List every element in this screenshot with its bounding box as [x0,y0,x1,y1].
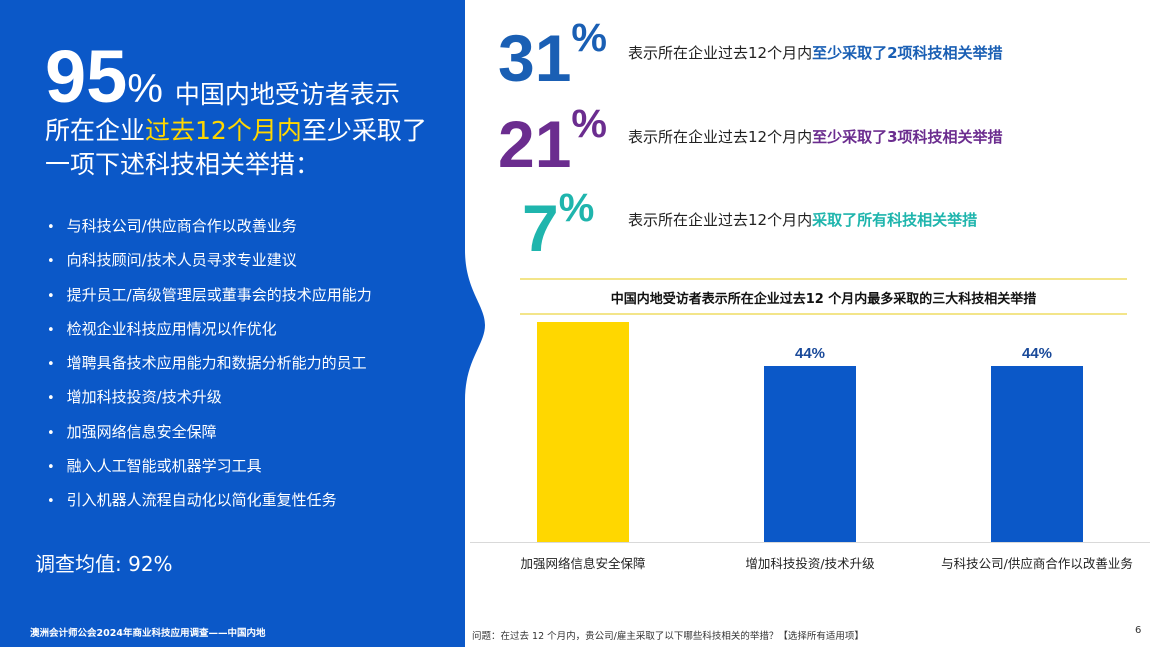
headline: 95% 中国内地受访者表示 所在企业过去12个月内至少采取了 一项下述科技相关举… [45,40,445,182]
headline-big-number: 95 [45,35,128,118]
list-item: 与科技公司/供应商合作以改善业务 [47,210,372,244]
stat-percent: % [571,102,607,146]
stat-31-text: 表示所在企业过去12个月内至少采取了2项科技相关举措 [628,44,1003,62]
stat-number: 7 [522,191,559,265]
question-note: 问题：在过去 12 个月内，贵公司/雇主采取了以下哪些科技相关的举措？【选择所有… [472,631,864,642]
survey-mean: 调查均值: 92% [35,552,173,576]
list-item: 融入人工智能或机器学习工具 [47,450,372,484]
bar [537,322,629,542]
divider-bottom [520,313,1127,315]
list-item: 引入机器人流程自动化以简化重复性任务 [47,484,372,518]
list-item: 向科技顾问/技术人员寻求专业建议 [47,244,372,278]
headline-line3: 一项下述科技相关举措： [45,150,321,179]
list-item: 增聘具备技术应用能力和数据分析能力的员工 [47,347,372,381]
bar [991,366,1083,542]
stat-number: 31 [498,21,572,95]
category-label: 加强网络信息安全保障 [520,556,645,571]
headline-percent-sign: % [127,67,163,111]
headline-highlight: 过去12个月内 [145,116,302,145]
data-label: 44% [795,345,825,362]
list-item: 检视企业科技应用情况以作优化 [47,313,372,347]
chart-title: 中国内地受访者表示所在企业过去12 个月内最多采取的三大科技相关举措 [610,292,1037,307]
headline-line2: 所在企业过去12个月内至少采取了 [45,116,427,145]
stat-31: 31 % [498,18,607,95]
stat-7-text: 表示所在企业过去12个月内采取了所有科技相关举措 [628,211,978,229]
panel-notch [455,250,485,400]
data-label: 44% [1022,345,1052,362]
stat-7: 7 % [522,188,594,265]
page-number: 6 [1135,625,1142,636]
divider-top [520,278,1127,280]
headline-line1: 中国内地受访者表示 [174,80,400,109]
list-item: 提升员工/高级管理层或董事会的技术应用能力 [47,279,372,313]
category-label: 与科技公司/供应商合作以改善业务 [941,556,1133,571]
bar-chart: 55%加强网络信息安全保障44%增加科技投资/技术升级44%与科技公司/供应商合… [470,322,1150,571]
measures-list: 与科技公司/供应商合作以改善业务 向科技顾问/技术人员寻求专业建议 提升员工/高… [47,210,372,519]
stat-percent: % [558,186,595,230]
stat-percent: % [571,16,607,60]
list-item: 加强网络信息安全保障 [47,416,372,450]
bar [764,366,856,542]
list-item: 增加科技投资/技术升级 [47,381,372,415]
stat-21: 21 % [498,104,607,181]
stat-number: 21 [498,107,572,181]
source-note: 澳洲会计师公会2024年商业科技应用调查——中国内地 [30,628,266,639]
stat-21-text: 表示所在企业过去12个月内至少采取了3项科技相关举措 [628,128,1003,146]
category-label: 增加科技投资/技术升级 [745,556,875,571]
left-panel: 95% 中国内地受访者表示 所在企业过去12个月内至少采取了 一项下述科技相关举… [0,0,465,647]
